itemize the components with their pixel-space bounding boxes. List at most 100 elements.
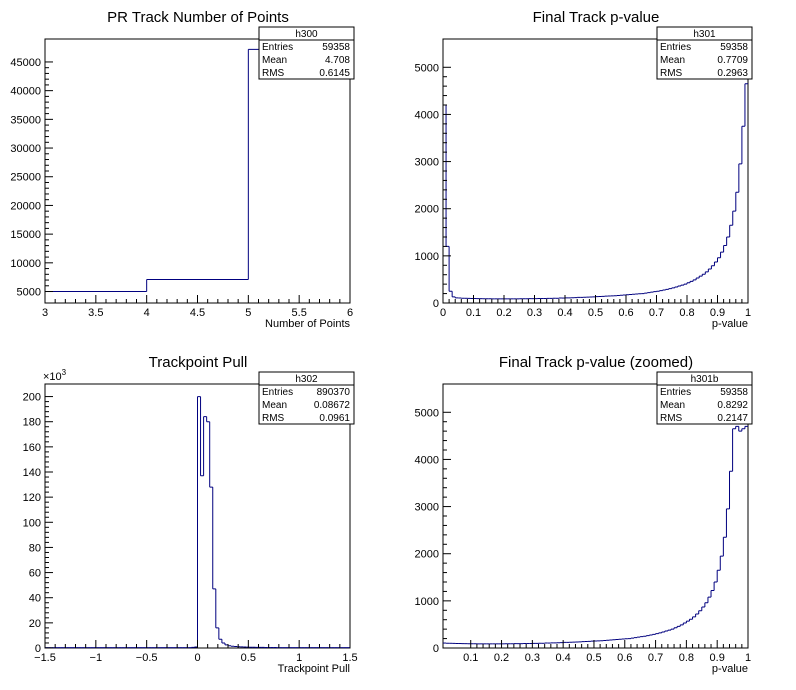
stats-label: Mean bbox=[262, 55, 287, 66]
y-tick-label: 20 bbox=[29, 618, 41, 630]
histogram-bin bbox=[741, 125, 745, 164]
histogram-bin bbox=[680, 284, 684, 287]
stats-box-frame bbox=[656, 371, 753, 425]
histogram-bin bbox=[668, 288, 672, 290]
y-tick-label: 25000 bbox=[10, 172, 41, 184]
histogram-bin bbox=[744, 83, 748, 127]
y-tick-label: 120 bbox=[23, 492, 41, 504]
histogram-bin bbox=[716, 569, 721, 582]
histogram-bin bbox=[230, 645, 235, 647]
histogram-bin bbox=[655, 633, 659, 635]
x-tick-label: 0 bbox=[194, 652, 200, 664]
y-tick-label: 200 bbox=[23, 392, 41, 404]
histogram-bin bbox=[698, 275, 703, 279]
stats-label: RMS bbox=[262, 68, 285, 79]
x-tick-label: 1.5 bbox=[342, 652, 357, 664]
histogram-bin bbox=[722, 536, 727, 557]
y-tick-label: 140 bbox=[23, 467, 41, 479]
histogram-bin bbox=[200, 396, 204, 477]
histogram-bin bbox=[686, 282, 691, 285]
histogram-bin bbox=[651, 633, 656, 636]
x-axis-label: Trackpoint Pull bbox=[278, 663, 350, 675]
stats-value: 59358 bbox=[720, 387, 748, 398]
chart-title: PR Track Number of Points bbox=[107, 9, 289, 26]
histogram-bin bbox=[688, 618, 693, 622]
x-tick-label: 0.3 bbox=[525, 652, 540, 664]
stats-value: 0.2147 bbox=[717, 413, 748, 424]
stats-label: RMS bbox=[262, 413, 285, 424]
stats-box-title: h301 bbox=[693, 29, 716, 40]
y-tick-label: 3000 bbox=[415, 157, 439, 169]
stats-value: 0.08672 bbox=[314, 400, 351, 411]
histogram-bin bbox=[707, 268, 712, 272]
x-tick-label: 0.9 bbox=[710, 652, 725, 664]
histogram-bin bbox=[704, 271, 709, 275]
histogram-bin bbox=[725, 508, 730, 538]
x-axis-label: p-value bbox=[712, 318, 748, 330]
histogram-bin bbox=[744, 425, 748, 429]
stats-value: 0.7709 bbox=[717, 55, 748, 66]
chart-title: Final Track p-value bbox=[533, 9, 660, 26]
y-tick-label: 0 bbox=[433, 643, 439, 655]
histogram-bin bbox=[683, 283, 687, 286]
x-tick-label: 0.3 bbox=[527, 307, 542, 319]
histogram-bin bbox=[212, 487, 216, 590]
y-tick-label: 60 bbox=[29, 568, 41, 580]
y-tick-label: 40000 bbox=[10, 86, 41, 98]
y-tick-label: 15000 bbox=[10, 229, 41, 241]
x-tick-label: 5.5 bbox=[292, 307, 307, 319]
stats-value: 4.708 bbox=[325, 55, 350, 66]
histogram-bin bbox=[454, 296, 459, 299]
histogram-bin bbox=[224, 642, 228, 646]
histogram-bin bbox=[682, 622, 687, 625]
histogram-bin bbox=[206, 416, 210, 423]
stats-box-frame bbox=[258, 26, 355, 80]
x-tick-label: 4.5 bbox=[190, 307, 205, 319]
histogram-bin bbox=[735, 191, 739, 212]
y-tick-label: 35000 bbox=[10, 114, 41, 126]
histogram-bin bbox=[720, 251, 724, 258]
stats-value: 890370 bbox=[317, 387, 351, 398]
histogram-bin bbox=[218, 627, 222, 640]
histogram-bin bbox=[658, 632, 662, 634]
stats-box-frame bbox=[258, 371, 355, 425]
x-tick-label: 0.9 bbox=[710, 307, 725, 319]
y-tick-label: 30000 bbox=[10, 143, 41, 155]
histogram-bin bbox=[698, 610, 702, 615]
x-tick-label: 0.8 bbox=[679, 307, 694, 319]
x-tick-label: 0.2 bbox=[494, 652, 509, 664]
y-tick-label: 20000 bbox=[10, 200, 41, 212]
histogram-bin bbox=[713, 261, 718, 266]
x-tick-label: −1 bbox=[90, 652, 103, 664]
histogram-bin bbox=[692, 616, 696, 620]
x-tick-label: 6 bbox=[347, 307, 353, 319]
histogram-pad-h300: PR Track Number of Points 3 3.5 4 4.5 5 5.5 6 50… bbox=[10, 9, 355, 330]
histogram-bin bbox=[717, 257, 721, 262]
y-tick-label: 180 bbox=[23, 417, 41, 429]
x-tick-label: 0.8 bbox=[679, 652, 694, 664]
histogram-bin bbox=[676, 625, 681, 628]
histogram-bin bbox=[209, 421, 213, 488]
histogram-bin bbox=[659, 290, 663, 292]
x-tick-label: 0.5 bbox=[241, 652, 256, 664]
histogram-bin bbox=[215, 588, 219, 629]
histogram-bin bbox=[665, 288, 669, 291]
histogram-bin bbox=[732, 210, 736, 226]
x-tick-label: 1 bbox=[745, 652, 751, 664]
histogram-bin bbox=[221, 639, 225, 644]
histogram-bin bbox=[451, 291, 456, 298]
y-tick-label: 5000 bbox=[415, 407, 439, 419]
y-tick-label: 45000 bbox=[10, 57, 41, 69]
y-tick-label: 10000 bbox=[10, 258, 41, 270]
histogram-bin bbox=[695, 277, 700, 280]
y-tick-label: 2000 bbox=[415, 549, 439, 561]
chart-title: Trackpoint Pull bbox=[149, 354, 248, 371]
histogram-bin bbox=[679, 624, 684, 627]
histogram-bin bbox=[692, 279, 697, 282]
stats-label: Entries bbox=[262, 42, 293, 53]
histogram-pad-h301: Final Track p-value 0 0.1 0.2 0.3 0.4 0.5 0.6 0.… bbox=[415, 9, 753, 330]
chart-title: Final Track p-value (zoomed) bbox=[499, 354, 693, 371]
